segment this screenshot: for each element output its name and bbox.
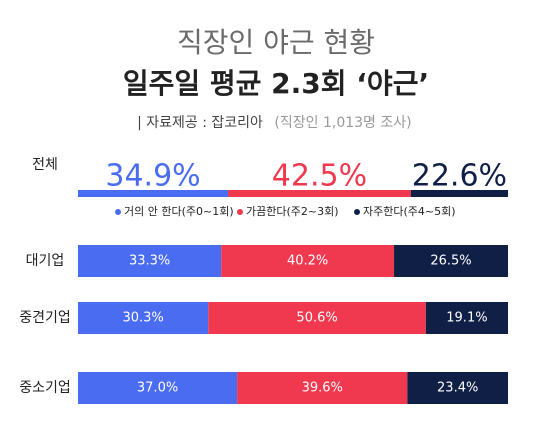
chart-title: 직장인 야근 현황 — [177, 26, 375, 59]
legend-marker — [237, 209, 243, 215]
legend-marker — [115, 209, 121, 215]
legend-label: 자주한다(주4~5회) — [363, 205, 456, 218]
value-label: 23.4% — [437, 381, 478, 396]
bar-segment — [78, 190, 229, 197]
value-label: 40.2% — [287, 254, 328, 269]
legend-marker — [354, 209, 360, 215]
value-label: 34.9% — [105, 159, 200, 194]
legend-label: 가끔한다(주2~3회) — [246, 205, 339, 218]
value-label: 30.3% — [122, 311, 163, 326]
bar-segment — [410, 190, 508, 197]
value-label: 42.5% — [272, 159, 367, 194]
source-note: (직장인 1,013명 조사) — [274, 115, 411, 131]
bar-segment — [237, 372, 408, 404]
category-label: 중소기업 — [19, 380, 71, 396]
value-label: 19.1% — [446, 311, 487, 326]
bar-segment — [228, 190, 411, 197]
bar-segment — [78, 372, 238, 404]
legend-label: 거의 안 한다(주0~1회) — [124, 205, 234, 218]
bar-segment — [78, 302, 209, 334]
value-label: 33.3% — [129, 254, 170, 269]
bar-segment — [394, 245, 508, 277]
value-label: 26.5% — [430, 254, 471, 269]
value-label: 37.0% — [137, 381, 178, 396]
bar-segment — [407, 372, 508, 404]
category-label: 전체 — [32, 157, 58, 173]
bar-segment — [221, 245, 395, 277]
bar-segment — [425, 302, 508, 334]
chart-subtitle: 일주일 평균 2.3회 ‘야근’ — [123, 67, 429, 100]
source: | 자료제공 : 잡코리아 — [137, 115, 263, 131]
bar-segment — [208, 302, 426, 334]
category-label: 대기업 — [26, 253, 65, 269]
value-label: 50.6% — [296, 311, 337, 326]
category-label: 중견기업 — [19, 310, 71, 326]
bar-segment — [78, 245, 222, 277]
value-label: 39.6% — [302, 381, 343, 396]
value-label: 22.6% — [412, 159, 507, 194]
